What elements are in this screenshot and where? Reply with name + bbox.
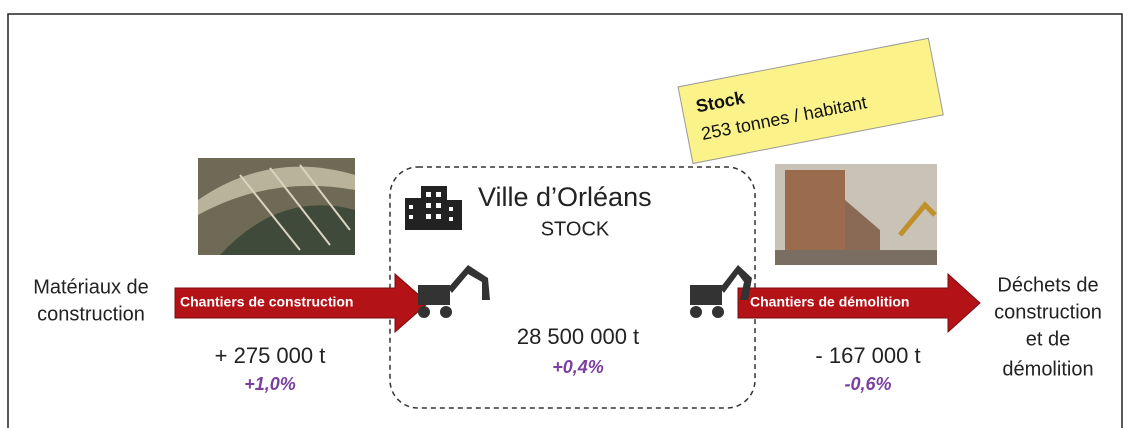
inflow-amount: + 275 000 t — [215, 343, 326, 368]
building — [421, 186, 447, 230]
city-change: +0,4% — [552, 357, 604, 377]
excavator-body — [690, 285, 722, 305]
wheel — [712, 306, 724, 318]
source-line: Matériaux de — [33, 276, 149, 298]
excavator-arm — [720, 265, 752, 300]
city-name: Ville d’Orléans — [478, 182, 652, 212]
building — [444, 200, 462, 230]
wheel — [440, 306, 452, 318]
construction-photo — [198, 158, 355, 255]
photo-detail — [775, 250, 937, 265]
inflow-arrow-label: Chantiers de construction — [180, 294, 353, 310]
target-line: démolition — [1002, 358, 1093, 380]
outflow-amount: - 167 000 t — [815, 343, 920, 368]
demolition-photo — [775, 164, 937, 265]
inflow-change: +1,0% — [244, 374, 296, 394]
city-stock: 28 500 000 t — [517, 324, 639, 349]
excavator-arm — [448, 265, 490, 300]
building-icon — [405, 186, 462, 230]
target-line: Déchets de — [997, 274, 1098, 296]
wheel — [690, 306, 702, 318]
wheel — [418, 306, 430, 318]
city-subtitle: STOCK — [541, 218, 610, 240]
outflow-arrow-label: Chantiers de démolition — [750, 294, 909, 310]
diagram: Stock 253 tonnes / habitant Ville d’Orlé… — [0, 0, 1131, 428]
photo-detail — [785, 170, 845, 255]
source-line: construction — [37, 303, 145, 325]
target-line: construction — [994, 301, 1102, 323]
excavator-body — [418, 285, 450, 305]
excavator-icon — [418, 265, 490, 318]
sticky-note: Stock 253 tonnes / habitant — [678, 38, 943, 163]
building — [405, 198, 423, 230]
target-line: et de — [1026, 328, 1070, 350]
outflow-change: -0,6% — [844, 374, 891, 394]
